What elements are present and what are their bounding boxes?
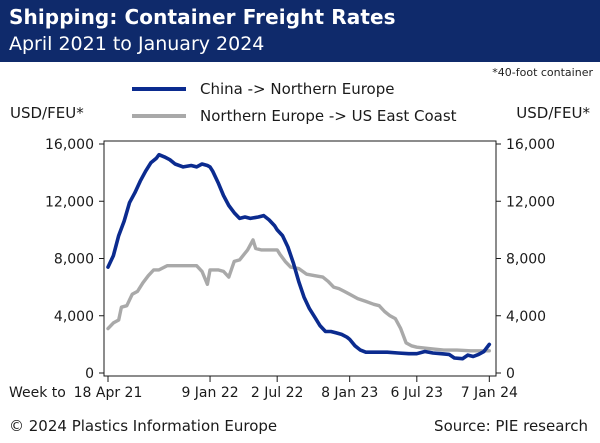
chart-header: Shipping: Container Freight Rates April …: [0, 0, 600, 62]
x-axis-label: Week to: [9, 385, 66, 401]
copyright-note: © 2024 Plastics Information Europe: [9, 417, 278, 435]
y-axis-label-right: USD/FEU*: [516, 104, 590, 122]
x-tick-label: 9 Jan 22: [181, 385, 238, 401]
y-tick-label-right: 8,000: [506, 252, 546, 268]
legend-label: Northern Europe -> US East Coast: [200, 107, 457, 125]
y-tick-label-left: 16,000: [45, 137, 94, 153]
series-line-northern-europe-us-east-coast: [106, 238, 491, 353]
x-tick-label: 8 Jan 23: [321, 385, 378, 401]
x-tick-label: 18 Apr 21: [74, 385, 143, 401]
chart-subtitle: April 2021 to January 2024: [9, 33, 265, 55]
y-tick-label-right: 16,000: [506, 137, 555, 153]
y-tick-label-left: 8,000: [54, 252, 94, 268]
x-tick-label: 6 Jul 23: [391, 385, 444, 401]
y-tick-label-left: 0: [85, 366, 94, 382]
series-line-china-northern-europe: [106, 152, 492, 361]
chart-title: Shipping: Container Freight Rates: [9, 5, 396, 29]
legend-label: China -> Northern Europe: [200, 80, 394, 98]
source-note: Source: PIE research: [434, 417, 588, 435]
y-tick-label-right: 12,000: [506, 194, 555, 210]
y-tick-label-right: 4,000: [506, 309, 546, 325]
y-tick-label-left: 4,000: [54, 309, 94, 325]
y-axis-label-left: USD/FEU*: [10, 104, 84, 122]
y-tick-label-left: 12,000: [45, 194, 94, 210]
footnote: *40-foot container: [492, 66, 593, 79]
x-tick-label: 7 Jan 24: [461, 385, 518, 401]
plot-frame: [103, 140, 497, 377]
x-tick-label: 2 Jul 22: [251, 385, 304, 401]
y-tick-label-right: 0: [506, 366, 515, 382]
